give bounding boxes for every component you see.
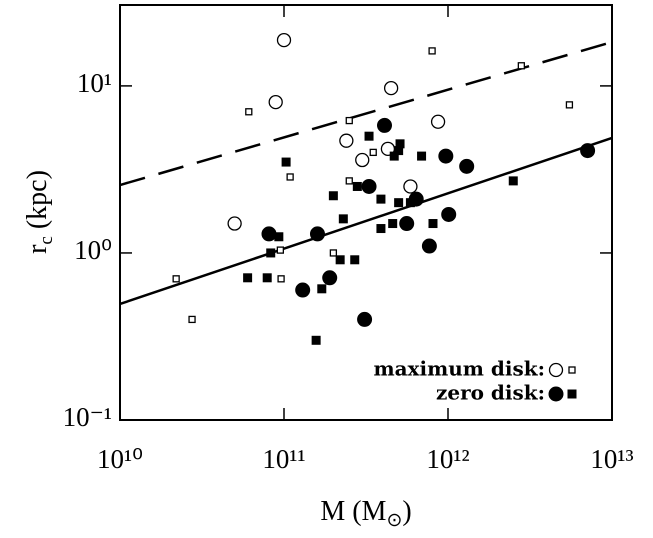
fit-line: [119, 40, 613, 187]
data-point: [388, 219, 398, 229]
data-point: [274, 232, 284, 242]
legend-marker: [567, 389, 577, 399]
data-point: [383, 80, 399, 96]
data-point: [317, 284, 327, 294]
x-axis-label: M (M⊙): [320, 496, 411, 531]
x-tick-label: 10¹¹: [262, 444, 305, 474]
data-point: [268, 94, 283, 110]
data-point: [172, 275, 180, 283]
data-point: [335, 255, 345, 265]
y-axis-label: rc (kpc): [22, 170, 57, 254]
data-point: [441, 206, 457, 222]
data-point: [376, 117, 392, 133]
data-point: [338, 214, 348, 224]
data-point: [580, 143, 596, 159]
data-point: [277, 275, 285, 283]
data-point: [417, 151, 427, 161]
data-point: [295, 282, 311, 298]
data-point: [459, 158, 475, 174]
data-point: [405, 198, 415, 208]
data-point: [399, 216, 415, 232]
data-point: [428, 219, 438, 229]
legend-marker: [548, 386, 564, 402]
x-tick-label: 10¹⁰: [97, 444, 143, 474]
data-point: [350, 255, 360, 265]
data-point: [369, 148, 377, 157]
data-point: [311, 335, 321, 345]
legend-label: maximum disk:: [373, 357, 545, 381]
y-tick-label: 10⁰: [74, 235, 112, 265]
data-point: [281, 157, 291, 167]
plot-frame: [119, 4, 613, 421]
data-point: [309, 226, 325, 242]
data-point: [389, 151, 399, 161]
data-point: [276, 246, 284, 254]
data-point: [266, 248, 276, 258]
data-point: [421, 238, 437, 254]
x-tick-label: 10¹²: [426, 444, 469, 474]
legend-marker: [568, 366, 576, 374]
fit-line: [119, 136, 613, 306]
data-point: [394, 198, 404, 208]
y-tick-label: 10⁻¹: [63, 402, 112, 432]
data-point: [428, 47, 436, 55]
data-point: [188, 315, 196, 324]
data-point: [345, 116, 353, 125]
data-point: [286, 173, 294, 181]
data-point: [339, 133, 354, 148]
data-point: [565, 101, 574, 109]
x-tick-label: 10¹³: [590, 444, 633, 474]
data-point: [403, 179, 418, 194]
y-tick-label: 10¹: [77, 68, 112, 98]
data-point: [376, 224, 386, 234]
data-point: [245, 108, 253, 116]
data-point: [261, 226, 277, 242]
data-point: [364, 131, 374, 141]
data-point: [376, 194, 386, 204]
data-point: [361, 178, 377, 194]
data-point: [276, 32, 292, 48]
data-point: [438, 148, 454, 164]
data-point: [517, 62, 525, 70]
data-point: [395, 139, 405, 149]
data-point: [345, 177, 353, 185]
data-point: [355, 152, 370, 168]
data-point: [328, 191, 338, 201]
data-point: [357, 311, 373, 327]
data-point: [322, 270, 338, 286]
legend-label: zero disk:: [436, 381, 545, 405]
data-point: [227, 216, 242, 231]
data-point: [262, 273, 272, 283]
data-point: [352, 181, 362, 191]
data-point: [508, 176, 518, 186]
data-point: [243, 273, 253, 283]
data-point: [430, 114, 446, 129]
data-point: [329, 249, 338, 257]
legend-marker: [548, 362, 564, 378]
